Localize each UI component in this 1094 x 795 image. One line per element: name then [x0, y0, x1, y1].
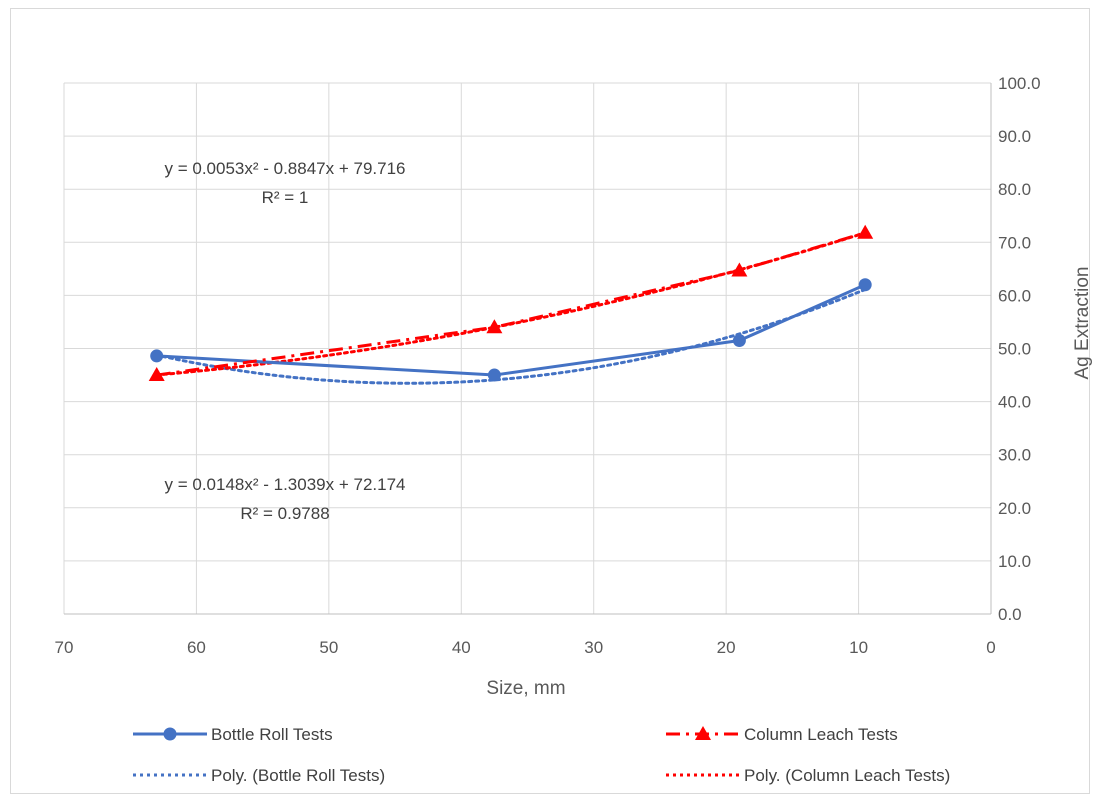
axes: 0.0 10.0 20.0 30.0 40.0 50.0 60.0 70.0 80.0 90.0 1…: [55, 74, 1041, 657]
legend-label-poly-bottle: Poly. (Bottle Roll Tests): [211, 766, 385, 785]
legend-marker-column: [695, 726, 711, 740]
y-tick-label: 0.0: [998, 605, 1022, 624]
y-tick-label: 40.0: [998, 393, 1031, 412]
bottle-trendline-r2: R² = 0.9788: [240, 504, 329, 523]
data-point-bottle-roll: [150, 349, 164, 363]
series-line-column-leach: [156, 231, 866, 377]
x-tick-label: 0: [986, 638, 995, 657]
data-point-bottle-roll: [487, 368, 501, 382]
column-trendline-equation: y = 0.0053x² - 0.8847x + 79.716: [164, 159, 405, 178]
x-tick-label: 70: [55, 638, 74, 657]
legend-label-poly-column: Poly. (Column Leach Tests): [744, 766, 950, 785]
legend: Bottle Roll Tests Column Leach Tests Pol…: [133, 725, 950, 785]
x-tick-label: 40: [452, 638, 471, 657]
x-tick-label: 60: [187, 638, 206, 657]
y-tick-label: 80.0: [998, 180, 1031, 199]
x-tick-label: 30: [584, 638, 603, 657]
legend-marker-bottle: [163, 727, 177, 741]
column-trendline-r2: R² = 1: [262, 188, 309, 207]
legend-item-poly-bottle: Poly. (Bottle Roll Tests): [133, 766, 385, 785]
trendline-bottle-roll: [155, 287, 867, 385]
trendline-column-leach: [155, 231, 867, 377]
y-tick-label: 20.0: [998, 499, 1031, 518]
x-axis-title: Size, mm: [486, 678, 565, 699]
legend-item-bottle-roll: Bottle Roll Tests: [133, 725, 333, 744]
legend-label-column: Column Leach Tests: [744, 725, 898, 744]
y-tick-label: 90.0: [998, 127, 1031, 146]
x-tick-label: 20: [717, 638, 736, 657]
data-series: [148, 224, 874, 382]
data-point-column-leach: [148, 367, 165, 382]
legend-item-column-leach: Column Leach Tests: [666, 725, 898, 744]
bottle-trendline-equation: y = 0.0148x² - 1.3039x + 72.174: [164, 475, 405, 494]
y-tick-label: 70.0: [998, 233, 1031, 252]
data-point-bottle-roll: [858, 278, 872, 292]
legend-item-poly-column: Poly. (Column Leach Tests): [666, 766, 950, 785]
x-tick-label: 50: [319, 638, 338, 657]
data-point-column-leach: [731, 262, 748, 277]
legend-label-bottle: Bottle Roll Tests: [211, 725, 333, 744]
y-tick-label: 100.0: [998, 74, 1041, 93]
y-tick-label: 10.0: [998, 552, 1031, 571]
y-tick-label: 50.0: [998, 340, 1031, 359]
data-point-column-leach: [857, 224, 874, 239]
y-tick-label: 60.0: [998, 286, 1031, 305]
series-line-bottle-roll: [156, 283, 866, 377]
chart-frame: [10, 8, 1090, 794]
y-axis-title: Ag Extraction: [1072, 267, 1093, 380]
x-tick-label: 10: [849, 638, 868, 657]
data-point-column-leach: [486, 319, 503, 334]
data-point-bottle-roll: [732, 334, 746, 348]
y-tick-label: 30.0: [998, 446, 1031, 465]
